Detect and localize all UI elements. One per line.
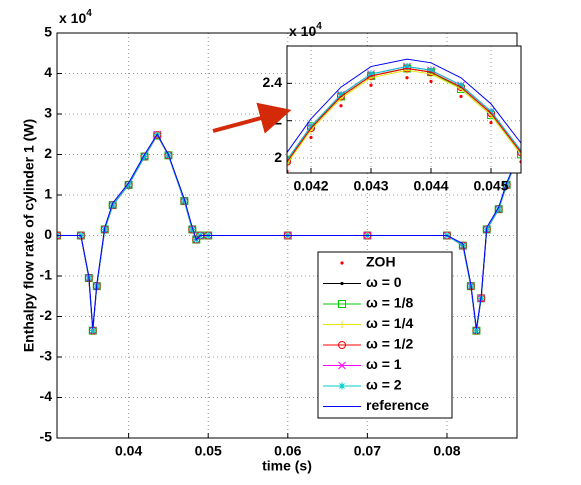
marker [517,150,521,158]
y-multiplier-exponent: 4 [86,8,92,19]
y-tick-label: -1 [40,267,53,283]
y-tick-label: -4 [40,388,53,404]
legend-box [317,251,453,419]
y-multiplier: x 104 [289,21,322,39]
marker [339,104,343,108]
legend-marker [338,382,346,390]
series-line [286,66,522,161]
marker [517,148,521,157]
marker [309,135,313,140]
x-tick-label: 0.07 [354,443,381,459]
y-tick-label: 2 [44,145,52,161]
legend-marker [338,341,346,349]
y-multiplier-base: x 10 [289,23,316,39]
marker [429,79,433,84]
axes-frame [56,32,518,439]
x-tick-label: 0.045 [473,178,508,194]
series-line [57,133,518,329]
x-tick-label: 0.08 [433,443,460,459]
y-multiplier-exponent: 4 [316,21,322,32]
series-line [286,69,522,164]
series-line [286,67,522,163]
y-tick-label: 0 [44,226,52,242]
y-tick-label: 2.4 [263,74,283,90]
legend-label: reference [366,397,429,413]
x-tick-label: 0.044 [413,178,448,194]
legend-label: ω = 1/4 [366,315,413,331]
marker [405,76,409,80]
legend-marker [338,361,346,370]
legend-label: ω = 2 [366,377,402,393]
x-axis-label: time (s) [262,458,312,474]
y-tick-label: 1 [44,186,52,202]
y-tick-label: 2 [274,149,282,165]
legend-label: ZOH [366,254,396,270]
legend-marker [338,321,346,328]
x-tick-label: 0.05 [195,443,222,459]
legend-marker [338,300,346,308]
legend-label: ω = 0 [366,274,402,290]
marker [369,83,373,87]
marker [489,120,493,125]
x-tick-label: 0.06 [274,443,301,459]
y-axis-label: Enthalpy flow rate of cylinder 1 (W) [21,119,37,352]
series-line [286,58,522,153]
legend-label: ω = 1 [366,356,402,372]
legend-marker [340,261,344,265]
y-tick-label: 5 [44,24,52,40]
x-tick-label: 0.042 [293,178,328,194]
y-tick-label: -2 [40,307,53,323]
y-multiplier: x 104 [59,8,92,26]
legend-label: ω = 1/2 [366,336,413,352]
marker [287,160,291,168]
y-tick-label: -3 [40,348,53,364]
zoom-arrow [212,102,292,134]
x-tick-label: 0.04 [115,443,142,459]
legend-label: ω = 1/8 [366,295,413,311]
y-tick-label: 3 [44,105,52,121]
legend-marker [340,281,344,286]
y-tick-label: 4 [44,64,52,80]
y-tick-label: -5 [40,429,53,445]
x-tick-label: 0.043 [353,178,388,194]
marker [287,157,291,166]
y-multiplier-base: x 10 [59,10,86,26]
marker [459,94,463,99]
